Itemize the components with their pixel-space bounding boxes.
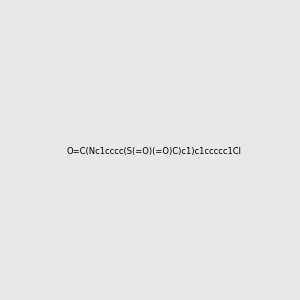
Text: O=C(Nc1cccc(S(=O)(=O)C)c1)c1ccccc1Cl: O=C(Nc1cccc(S(=O)(=O)C)c1)c1ccccc1Cl: [66, 147, 241, 156]
